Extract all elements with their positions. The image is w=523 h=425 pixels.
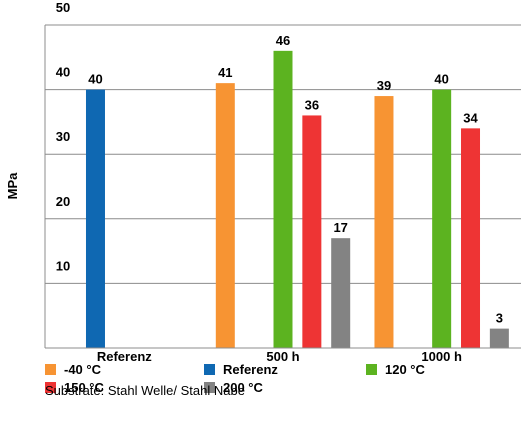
legend-label: -40 °C [64,362,101,377]
bars [85,50,509,349]
data-label: 41 [218,65,232,80]
data-label: 40 [88,72,102,87]
legend-label: 120 °C [385,362,425,377]
data-label: 46 [276,33,290,48]
data-label: 40 [434,72,448,87]
y-tick-label: 30 [56,129,70,144]
legend-label: Referenz [223,362,278,377]
legend-label: 200 °C [223,380,263,395]
legend-item: Referenz [204,362,278,377]
bar [461,128,481,348]
legend-item: -40 °C [45,362,101,377]
legend-swatch [204,382,215,393]
axes [44,25,521,349]
y-tick-label: 10 [56,258,70,273]
legend-swatch [204,364,215,375]
x-category-label: 500 h [266,349,299,364]
y-tick-label: 20 [56,194,70,209]
y-tick-label: 40 [56,65,70,80]
data-label: 3 [496,311,503,326]
legend-item: 200 °C [204,380,263,395]
data-label: 34 [463,110,478,125]
legend-label: 150 °C [64,380,104,395]
data-label: 17 [333,220,347,235]
y-axis-title: MPa [5,172,20,200]
data-label: 39 [377,78,391,93]
bar [432,89,452,348]
bar [331,238,351,348]
legend-item: 150 °C [45,380,104,395]
bar [489,328,509,348]
data-labels: 40 41 46 36 17 39 40 34 3 [88,33,503,326]
y-tick-label: 50 [56,0,70,15]
x-category-label: Referenz [97,349,152,364]
bar [302,115,322,348]
legend-swatch [45,364,56,375]
caption: Substrate: Stahl Welle/ Stahl Nabe [45,383,245,398]
bar [374,96,394,348]
x-category-label: 1000 h [421,349,462,364]
y-tick-labels: 10 20 30 40 50 [56,0,70,273]
data-label: 36 [305,97,319,112]
x-category-labels: Referenz 500 h 1000 h [97,349,462,364]
bar [85,89,105,348]
legend-item: 120 °C [366,362,425,377]
bar [273,50,293,349]
legend-swatch [366,364,377,375]
legend-swatch [45,382,56,393]
bar [215,83,235,348]
